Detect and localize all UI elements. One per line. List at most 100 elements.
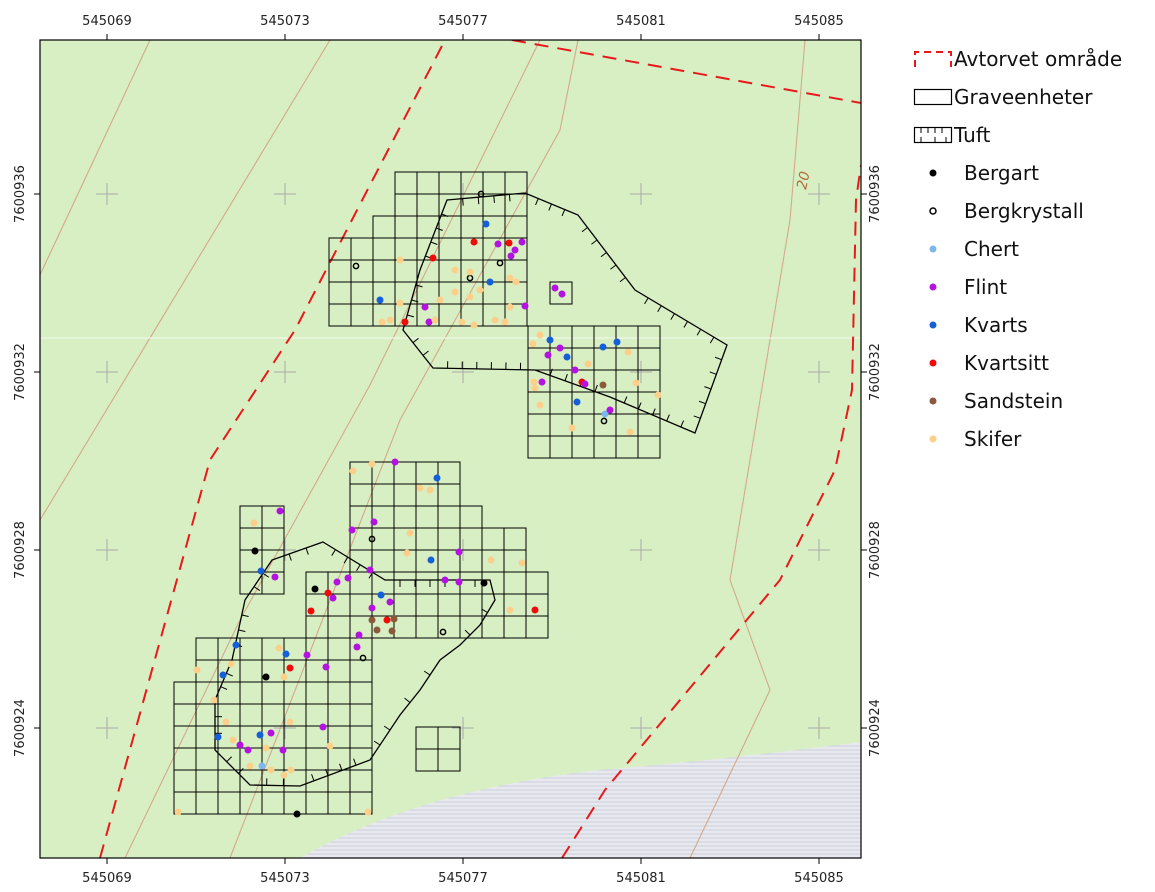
find-point	[544, 351, 552, 359]
find-point	[599, 381, 607, 389]
find-point	[470, 321, 478, 329]
find-point	[406, 529, 414, 537]
find-point	[507, 252, 515, 260]
find-point	[280, 673, 288, 681]
find-point	[368, 460, 376, 468]
legend-item-flint: Flint	[912, 268, 1152, 306]
contour-label: 20	[794, 170, 813, 191]
find-point	[512, 278, 520, 286]
x-tick-label-top: 545077	[438, 14, 488, 29]
find-point	[373, 626, 381, 634]
dashed-area-icon	[912, 47, 954, 71]
find-point	[476, 286, 484, 294]
find-point	[632, 379, 640, 387]
find-point	[494, 240, 502, 248]
x-tick-label-bottom: 545069	[82, 871, 132, 886]
find-point	[436, 296, 444, 304]
find-point	[307, 607, 315, 615]
legend-label: Chert	[964, 237, 1020, 261]
legend-label: Avtorvet område	[954, 47, 1123, 71]
y-tick-label-left: 7600932	[13, 343, 28, 401]
tuft-hatch	[594, 384, 598, 392]
dot-icon	[912, 161, 954, 185]
find-point	[626, 428, 634, 436]
find-point	[466, 268, 474, 276]
find-point	[584, 360, 592, 368]
dot-icon	[912, 313, 954, 337]
excavation-unit	[437, 748, 461, 772]
tuft-hatch	[683, 321, 689, 328]
find-point	[378, 318, 386, 326]
find-point	[501, 318, 509, 326]
legend-label: Skifer	[964, 427, 1022, 451]
x-tick-label-top: 545081	[616, 14, 666, 29]
find-points	[174, 190, 662, 818]
find-point	[267, 729, 275, 737]
legend-label: Tuft	[954, 123, 991, 147]
legend-label: Bergart	[964, 161, 1039, 185]
find-point	[258, 762, 266, 770]
legend-item-tuft: Tuft	[912, 116, 1152, 154]
find-point	[518, 238, 526, 246]
find-point	[455, 578, 463, 586]
tuft-hatch	[339, 763, 343, 771]
y-tick-label-right: 7600932	[868, 343, 883, 401]
tuft-hatch	[657, 305, 662, 312]
find-point	[280, 771, 288, 779]
find-point	[496, 259, 504, 267]
x-tick-label-bottom: 545073	[260, 871, 310, 886]
tuft-hatch	[709, 336, 715, 344]
y-tick-label-right: 7600924	[868, 699, 883, 757]
axis-ticks	[34, 34, 867, 864]
find-point	[287, 766, 295, 774]
find-point	[451, 266, 459, 274]
hatched-box-icon	[912, 123, 954, 147]
find-point	[262, 673, 270, 681]
find-point	[368, 604, 376, 612]
find-point	[282, 650, 290, 658]
tuft-hatch	[353, 758, 357, 766]
tuft-hatch	[581, 227, 588, 233]
tuft-hatch	[623, 396, 628, 404]
y-tick-label-left: 7600936	[13, 165, 28, 223]
box-icon	[912, 85, 954, 109]
tuft-hatch	[373, 740, 381, 746]
find-point	[568, 424, 576, 432]
find-point	[246, 762, 254, 770]
find-point	[227, 660, 235, 668]
tuft-hatch	[311, 774, 315, 781]
legend-item-sandstein: Sandstein	[912, 382, 1152, 420]
tuft-hatch	[696, 329, 702, 336]
find-point	[531, 606, 539, 614]
find-point	[427, 556, 435, 564]
find-point	[276, 507, 284, 515]
find-point	[396, 256, 404, 264]
tuft-hatch	[666, 414, 670, 422]
find-point	[386, 598, 394, 606]
find-point	[368, 535, 376, 543]
contour-lines	[40, 40, 806, 858]
tuft-hatch	[253, 586, 261, 591]
tuft-hatch	[238, 629, 246, 632]
excavation-grid	[173, 171, 661, 815]
y-tick-label-right: 7600936	[868, 165, 883, 223]
find-point	[174, 808, 182, 816]
find-point	[600, 417, 608, 425]
dot-icon	[912, 237, 954, 261]
tuft-hatch	[549, 368, 553, 376]
excavation-unit	[504, 303, 528, 327]
legend-label: Kvartsitt	[964, 351, 1049, 375]
find-point	[486, 278, 494, 286]
tuft-hatch	[331, 549, 336, 556]
tuft-hatch	[493, 195, 495, 203]
avtorvet-boundary	[99, 40, 861, 858]
find-point	[536, 401, 544, 409]
find-point	[425, 318, 433, 326]
find-point	[563, 353, 571, 361]
excavation-unit	[637, 435, 661, 459]
find-point	[506, 606, 514, 614]
find-point	[210, 696, 218, 704]
tuft-hatch	[704, 386, 712, 390]
find-point	[429, 254, 437, 262]
find-point	[222, 718, 230, 726]
